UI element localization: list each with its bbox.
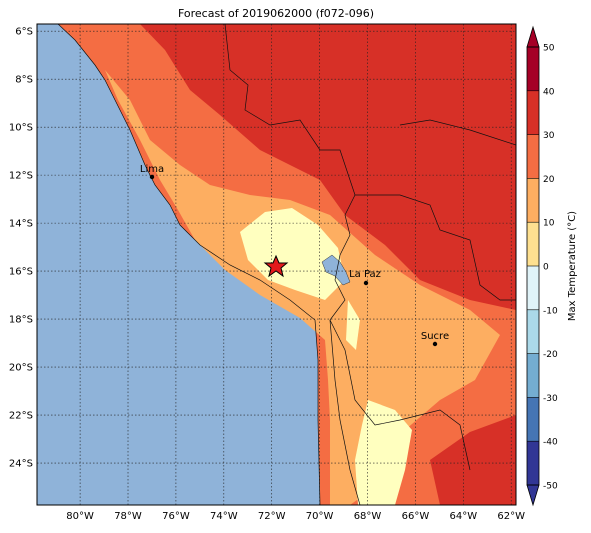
y-tick-label: 16°S <box>9 267 33 278</box>
colorbar-band <box>527 134 539 179</box>
land-cool <box>355 400 412 505</box>
colorbar-band <box>527 47 539 91</box>
y-tick-label: 6°S <box>15 27 33 38</box>
city-label: Lima <box>140 164 164 175</box>
colorbar-extend <box>526 484 540 507</box>
y-tick-label: 10°S <box>9 123 33 134</box>
y-tick-label: 18°S <box>9 315 33 326</box>
y-tick-label: 14°S <box>9 219 33 230</box>
city-marker <box>149 174 155 180</box>
city-marker <box>363 280 369 286</box>
axes-frame <box>36 23 517 506</box>
colorbar-tick-label: 40 <box>543 87 555 97</box>
border <box>329 319 471 471</box>
border <box>329 319 361 505</box>
colorbar-tick-label: 0 <box>543 263 549 273</box>
colorbar-band <box>527 90 539 135</box>
x-tick-label: 66°W <box>402 511 430 522</box>
land-cool <box>346 300 360 350</box>
y-tick-label: 12°S <box>9 171 33 182</box>
colorbar-tick-label: -30 <box>543 394 558 404</box>
colorbar-tick-label: 30 <box>543 131 555 141</box>
colorbar-tick-label: -50 <box>543 482 558 492</box>
x-tick-label: 68°W <box>354 511 382 522</box>
x-tick-label: 78°W <box>114 511 142 522</box>
colorbar-band <box>527 397 539 442</box>
colorbar-tick-label: 20 <box>543 175 555 185</box>
colorbar-label: Max Temperature (°C) <box>567 211 578 321</box>
x-tick-label: 74°W <box>210 511 238 522</box>
land-cool <box>240 208 345 300</box>
x-tick-label: 76°W <box>162 511 190 522</box>
colorbar-tick-label: 10 <box>543 219 555 229</box>
y-tick-label: 22°S <box>9 411 33 422</box>
colorbar-band <box>527 353 539 398</box>
border <box>355 194 516 301</box>
x-tick-label: 62°W <box>497 511 525 522</box>
x-tick-label: 70°W <box>306 511 334 522</box>
colorbar-tick-label: 50 <box>543 44 555 54</box>
colorbar: -50 -40 -30 -20 -10 0 10 20 30 40 50 <box>526 25 558 507</box>
colorbar-tick-label: -20 <box>543 350 558 360</box>
x-tick-label: 72°W <box>258 511 286 522</box>
colorbar-tick-label: -40 <box>543 438 558 448</box>
x-tick-label: 64°W <box>449 511 477 522</box>
border <box>399 119 516 146</box>
colorbar-band <box>527 309 539 354</box>
y-tick-label: 24°S <box>9 459 33 470</box>
city-label: La Paz <box>349 269 381 280</box>
x-tick-label: 80°W <box>66 511 94 522</box>
grid <box>37 24 516 505</box>
border <box>224 24 356 321</box>
chart-title: Forecast of 2019062000 (f072-096) <box>178 7 374 20</box>
city-label: Sucre <box>421 331 449 342</box>
colorbar-extend <box>526 25 540 48</box>
city-marker <box>432 341 438 347</box>
lake <box>321 254 351 286</box>
coastline <box>57 24 321 505</box>
star-marker <box>263 254 289 278</box>
colorbar-tick-label: -10 <box>543 306 558 316</box>
colorbar-band <box>527 441 539 485</box>
y-tick-label: 8°S <box>15 75 33 86</box>
colorbar-band <box>527 266 539 310</box>
colorbar-band <box>527 222 539 266</box>
map <box>37 24 516 505</box>
y-tick-label: 20°S <box>9 363 33 374</box>
colorbar-band <box>527 178 539 223</box>
